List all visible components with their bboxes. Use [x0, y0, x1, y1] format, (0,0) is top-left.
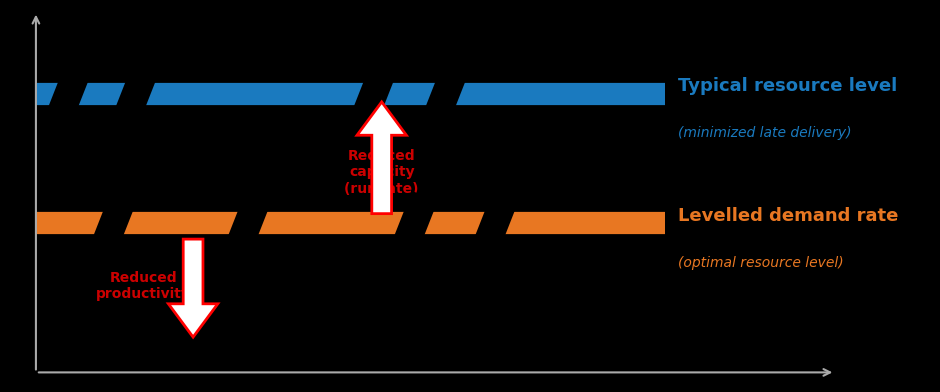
- Text: (optimal resource level): (optimal resource level): [678, 256, 844, 270]
- Text: Reduced
capacity
(run late): Reduced capacity (run late): [344, 149, 419, 196]
- Text: Typical resource level: Typical resource level: [678, 77, 898, 95]
- FancyArrow shape: [357, 102, 406, 214]
- Text: (minimized late delivery): (minimized late delivery): [678, 126, 852, 140]
- Text: Reduced
productivity: Reduced productivity: [96, 271, 191, 301]
- FancyArrow shape: [168, 239, 218, 337]
- Text: Levelled demand rate: Levelled demand rate: [678, 207, 899, 225]
